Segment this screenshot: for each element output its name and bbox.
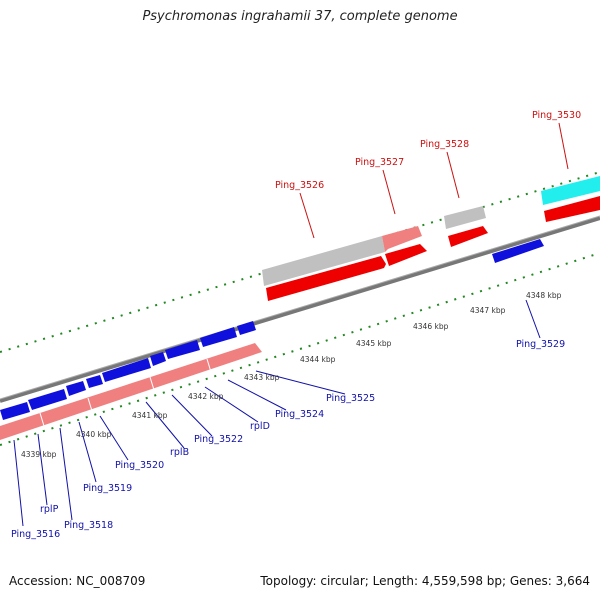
gene-label-ping-3530: Ping_3530 [532, 110, 581, 121]
gene-label-ping-3528: Ping_3528 [420, 139, 469, 150]
kbp-tick-labels: 4339 kbp 4340 kbp 4341 kbp 4342 kbp 4343… [21, 291, 562, 459]
feature-ping-3528 [444, 206, 486, 229]
kbp-label: 4345 kbp [356, 339, 392, 348]
bottom-gene-labels: Ping_3516 rplP Ping_3518 Ping_3519 Ping_… [11, 339, 565, 540]
kbp-label: 4339 kbp [21, 450, 57, 459]
feature-ping-3526 [262, 236, 385, 286]
feature-ping-3530 [541, 176, 600, 205]
gene-label-rplp: rplP [40, 504, 59, 515]
kbp-label: 4344 kbp [300, 355, 336, 364]
kbp-label: 4342 kbp [188, 392, 224, 401]
kbp-label: 4343 kbp [244, 373, 280, 382]
gene-label-ping-3520: Ping_3520 [115, 460, 164, 471]
kbp-label: 4348 kbp [526, 291, 562, 300]
gene-label-rpld: rplD [250, 421, 270, 432]
accession-text: Accession: NC_008709 [9, 574, 146, 588]
feature-blue-8 [200, 327, 237, 347]
leader-lines-top [299, 122, 569, 239]
genome-summary-text: Topology: circular; Length: 4,559,598 bp… [260, 574, 590, 588]
kbp-label: 4341 kbp [132, 411, 168, 420]
gene-label-ping-3527: Ping_3527 [355, 157, 404, 168]
gene-label-ping-3522: Ping_3522 [194, 434, 243, 445]
map-title: Psychromonas ingrahamii 37, complete gen… [142, 9, 458, 24]
feature-ping-3529 [492, 239, 544, 263]
feature-blue-2 [28, 389, 67, 410]
feature-red-3 [448, 226, 488, 247]
kbp-label: 4340 kbp [76, 430, 112, 439]
leader-lines-bottom [13, 299, 541, 527]
gene-label-ping-3526: Ping_3526 [275, 180, 324, 191]
reverse-features [0, 239, 544, 420]
gene-label-ping-3529: Ping_3529 [516, 339, 565, 350]
feature-blue-4 [86, 375, 103, 388]
backbone [0, 215, 600, 403]
gene-label-rplb: rplB [170, 447, 189, 458]
feature-ping-3527-light [382, 226, 422, 252]
feature-blue-9 [237, 321, 256, 335]
gene-label-ping-3524: Ping_3524 [275, 409, 324, 420]
gene-label-ping-3516: Ping_3516 [11, 529, 60, 540]
forward-features [0, 176, 600, 440]
kbp-label: 4346 kbp [413, 322, 449, 331]
pink-bar-dividers [39, 358, 212, 427]
feature-blue-7 [165, 340, 200, 359]
gene-label-ping-3525: Ping_3525 [326, 393, 375, 404]
top-gene-labels: Ping_3526 Ping_3527 Ping_3528 Ping_3530 [275, 110, 581, 191]
feature-red-4 [544, 196, 600, 222]
feature-red-1 [266, 256, 386, 301]
upper-tick-ring [0, 171, 600, 353]
feature-blue-3 [66, 381, 86, 396]
feature-red-2 [385, 244, 427, 266]
gene-label-ping-3518: Ping_3518 [64, 520, 113, 531]
gene-label-ping-3519: Ping_3519 [83, 483, 132, 494]
feature-blue-1 [0, 402, 30, 420]
kbp-label: 4347 kbp [470, 306, 506, 315]
feature-forward-pink-bar [0, 343, 262, 440]
feature-blue-6 [150, 352, 166, 366]
feature-blue-5 [102, 358, 151, 382]
